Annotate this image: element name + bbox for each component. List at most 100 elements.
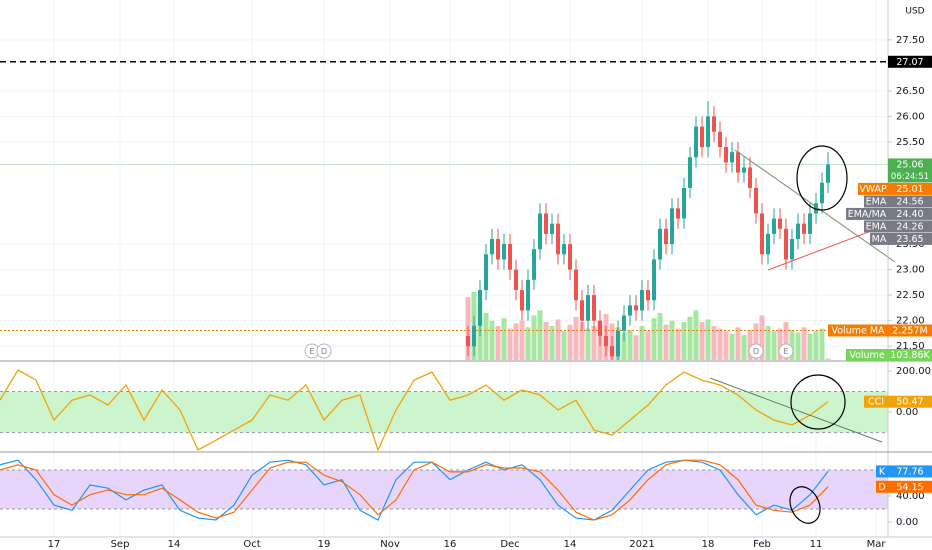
candle-body xyxy=(544,213,548,234)
last-price-label: 25.06 xyxy=(896,159,923,170)
volume-bar xyxy=(651,318,657,360)
candle-body xyxy=(814,203,818,214)
candle-body xyxy=(790,238,794,260)
value-badge xyxy=(888,395,932,408)
volume-bar xyxy=(633,335,639,360)
badge-value: 25.01 xyxy=(896,184,923,195)
candle-body xyxy=(766,233,770,255)
circle-annotation xyxy=(796,145,848,211)
y-tick-label: 25.50 xyxy=(896,137,925,148)
volume-bar xyxy=(489,320,495,360)
volume-bar xyxy=(735,327,741,360)
candle-body xyxy=(772,218,776,234)
badge-value: 24.26 xyxy=(896,221,923,232)
candle-body xyxy=(718,131,722,148)
candle-body xyxy=(808,213,812,234)
candle-body xyxy=(826,164,830,183)
badge-value: 24.56 xyxy=(896,196,923,207)
value-badge xyxy=(888,182,932,195)
x-tick-label: Nov xyxy=(380,539,400,550)
candle-body xyxy=(484,254,488,291)
price-series xyxy=(466,101,830,360)
badge-value: 50.47 xyxy=(896,397,923,408)
volume-bar xyxy=(747,329,753,360)
candle-body xyxy=(592,295,596,321)
badge-value: 23.65 xyxy=(896,234,923,245)
candle-body xyxy=(622,315,626,331)
x-tick-label: Dec xyxy=(500,539,519,550)
candle-body xyxy=(538,213,542,250)
event-marker xyxy=(316,343,332,359)
badge-name-box xyxy=(846,349,888,361)
volume-bar xyxy=(753,323,759,360)
y-tick-label: 0.00 xyxy=(896,517,918,528)
volume-bar xyxy=(579,322,585,360)
event-marker xyxy=(778,343,794,359)
candle-body xyxy=(586,295,590,321)
value-badge xyxy=(888,195,932,208)
value-badge xyxy=(888,207,932,220)
candle-body xyxy=(796,223,800,239)
candle-body xyxy=(568,244,572,270)
candle-body xyxy=(556,223,560,255)
y-tick-label: 23.00 xyxy=(896,265,925,276)
volume-bar xyxy=(729,333,735,360)
value-badge xyxy=(888,232,932,245)
badge-name: CCI xyxy=(868,397,884,408)
candle-body xyxy=(490,238,494,255)
volume-bar xyxy=(501,318,507,360)
volume-bar xyxy=(705,319,711,360)
volume-bar xyxy=(699,322,705,360)
volume-bar xyxy=(771,331,777,360)
badge-name-box xyxy=(828,324,888,337)
volume-bar xyxy=(723,331,729,360)
candle-body xyxy=(580,300,584,321)
badge-name-box xyxy=(864,195,888,208)
volume-bar xyxy=(669,320,675,360)
volume-bar xyxy=(639,326,645,360)
candle-body xyxy=(562,244,566,255)
badge-value: 24.40 xyxy=(896,209,923,220)
candle-body xyxy=(466,336,470,347)
candle-body xyxy=(736,152,740,173)
value-badge xyxy=(888,324,932,337)
candle-body xyxy=(472,325,476,347)
volume-bar xyxy=(765,326,771,360)
circle-annotation xyxy=(790,374,846,430)
volume-bar xyxy=(807,333,813,360)
candle-body xyxy=(550,223,554,234)
volume-bar xyxy=(801,327,807,360)
candle-body xyxy=(616,330,620,357)
candle-body xyxy=(640,290,644,311)
candle-body xyxy=(682,187,686,219)
volume-bar xyxy=(549,326,555,360)
value-badge xyxy=(888,220,932,233)
volume-bar xyxy=(645,331,651,360)
volume-bar xyxy=(795,332,801,360)
badge-name: EMA/MA xyxy=(848,209,887,220)
event-label: E xyxy=(309,347,314,356)
stoch-line xyxy=(0,459,829,521)
volume-bar xyxy=(711,326,717,360)
volume-bar xyxy=(717,328,723,360)
trend-line xyxy=(734,149,896,263)
volume-bar xyxy=(777,328,783,360)
volume-bar xyxy=(663,324,669,360)
candle-body xyxy=(784,228,788,260)
volume-bar xyxy=(627,329,633,360)
event-label: D xyxy=(321,347,327,356)
volume-bar xyxy=(657,312,663,360)
volume-bar xyxy=(819,328,825,360)
candle-body xyxy=(688,157,692,188)
volume-bar xyxy=(693,310,699,360)
candle-body xyxy=(478,290,482,326)
volume-bar xyxy=(537,310,543,360)
badge-name: EMA xyxy=(866,196,887,207)
trend-line xyxy=(709,377,883,443)
x-tick-label: 14 xyxy=(564,539,577,550)
circle-annotation xyxy=(789,486,821,524)
badge-name-box xyxy=(864,395,888,408)
x-tick-label: Oct xyxy=(243,539,260,550)
badge-name: MA xyxy=(872,234,887,245)
